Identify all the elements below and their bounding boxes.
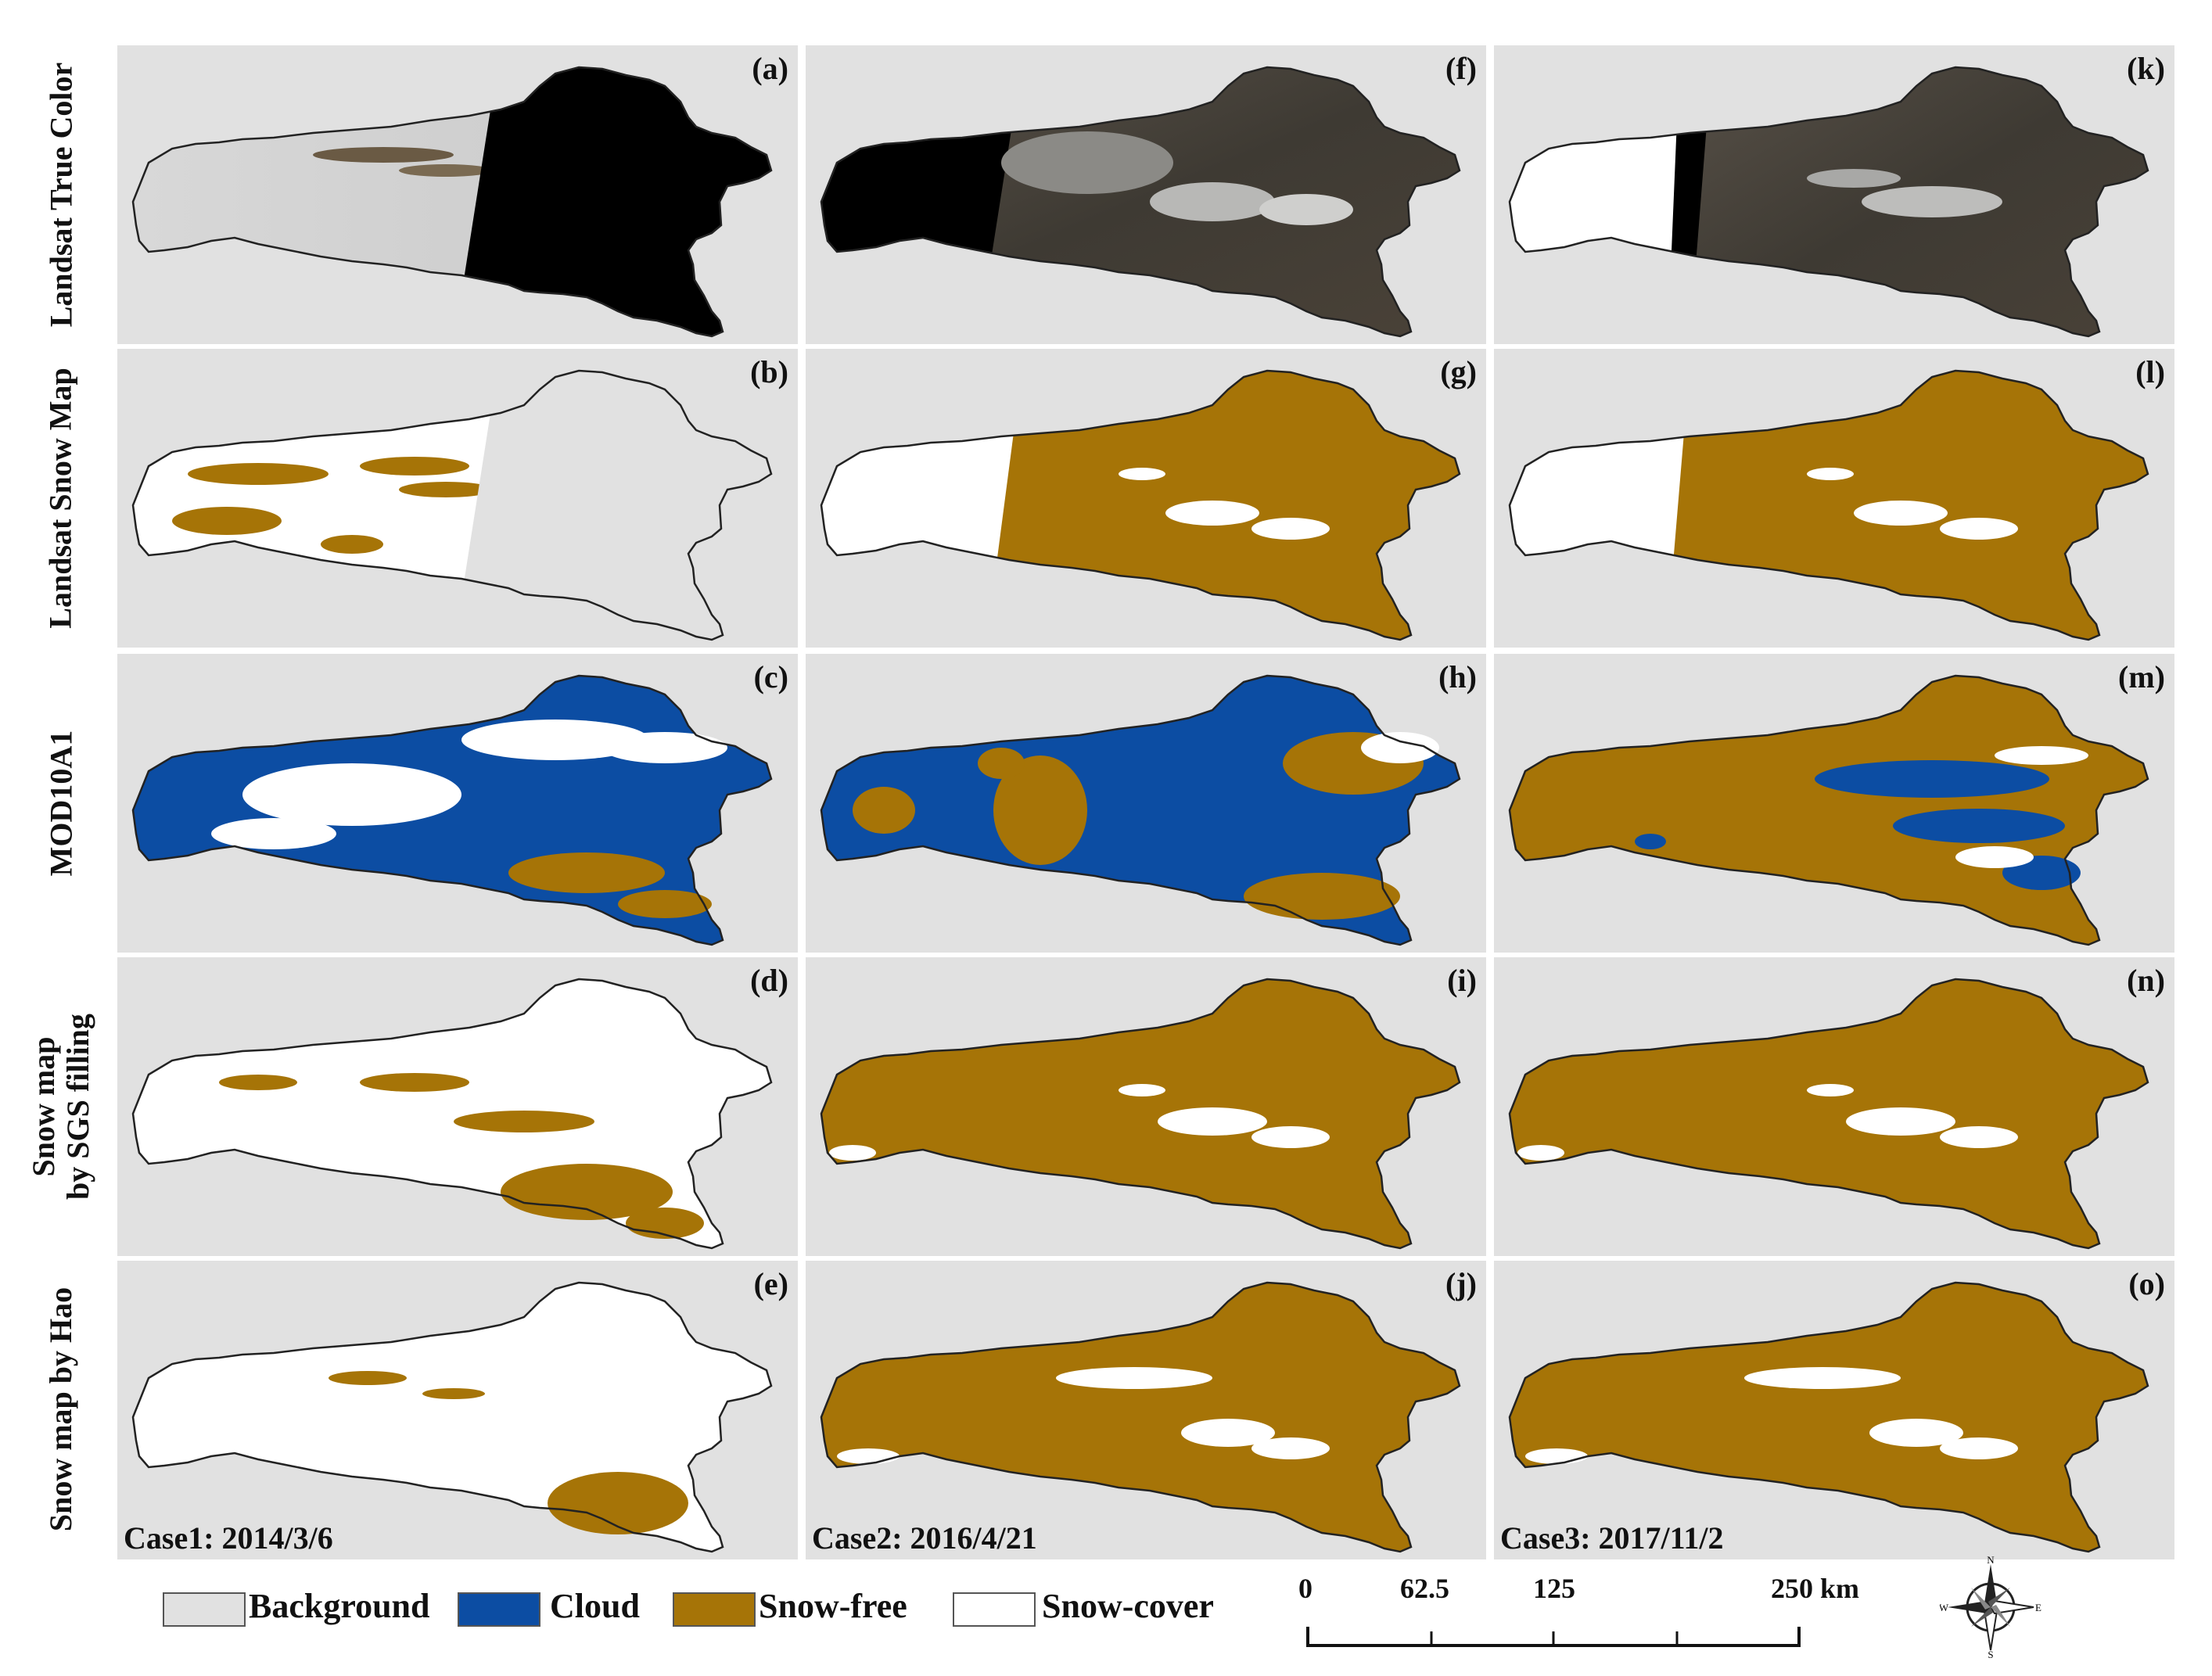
map-panel-n: (n) bbox=[1494, 957, 2174, 1256]
legend-swatch-background bbox=[163, 1592, 246, 1627]
map-panel-d: (d) bbox=[117, 957, 798, 1256]
map-panel-o: (o) Case3: 2017/11/2 bbox=[1494, 1261, 2174, 1559]
row-label-text: Landsat Snow Map bbox=[43, 368, 78, 629]
map-panel-m: (m) bbox=[1494, 654, 2174, 953]
map-panel-svg bbox=[820, 369, 1461, 641]
map-panel-k: (k) bbox=[1494, 45, 2174, 344]
map-panel-svg bbox=[131, 369, 773, 641]
map-panel-j: (j) Case2: 2016/4/21 bbox=[806, 1261, 1486, 1559]
compass-s: S bbox=[1988, 1649, 1993, 1658]
map-panel-b: (b) bbox=[117, 349, 798, 648]
map-panel-svg bbox=[131, 674, 773, 946]
map-panel-c: (c) bbox=[117, 654, 798, 953]
panel-letter: (d) bbox=[750, 963, 788, 998]
legend-swatch-snow-free bbox=[673, 1592, 756, 1627]
panel-letter: (a) bbox=[752, 51, 788, 86]
panel-letter: (m) bbox=[2118, 659, 2165, 694]
legend-swatch-cloud bbox=[458, 1592, 540, 1627]
legend-swatch-snow-cover bbox=[953, 1592, 1036, 1627]
map-panel-svg bbox=[820, 674, 1461, 946]
map-panel-a: (a) bbox=[117, 45, 798, 344]
panel-letter: (h) bbox=[1438, 659, 1477, 694]
map-panel-svg bbox=[820, 1281, 1461, 1553]
panel-letter: (j) bbox=[1445, 1266, 1477, 1301]
map-panel-h: (h) bbox=[806, 654, 1486, 953]
map-panel-e: (e) Case1: 2014/3/6 bbox=[117, 1261, 798, 1559]
row-label-mod10a1: MOD10A1 bbox=[38, 654, 84, 953]
map-panel-l: (l) bbox=[1494, 349, 2174, 648]
panel-letter: (i) bbox=[1447, 963, 1477, 998]
compass-w: W bbox=[1940, 1602, 1949, 1613]
map-panel-g: (g) bbox=[806, 349, 1486, 648]
case-label: Case3: 2017/11/2 bbox=[1500, 1520, 1724, 1556]
row-label-text: Landsat True Color bbox=[43, 62, 78, 328]
scale-tick-label: 0 bbox=[1298, 1573, 1312, 1604]
case-label: Case2: 2016/4/21 bbox=[812, 1520, 1037, 1556]
panel-letter: (f) bbox=[1445, 51, 1477, 86]
map-panel-f: (f) bbox=[806, 45, 1486, 344]
legend-label-background: Background bbox=[249, 1587, 430, 1625]
panel-letter: (o) bbox=[2128, 1266, 2165, 1301]
panel-letter: (l) bbox=[2135, 354, 2165, 389]
map-panel-svg bbox=[820, 66, 1461, 338]
map-panel-svg bbox=[1508, 978, 2149, 1250]
map-panel-svg bbox=[820, 978, 1461, 1250]
panel-letter: (e) bbox=[753, 1266, 788, 1301]
row-label-text: Snow map bbox=[26, 1036, 61, 1177]
row-label-landsat-true-color: Landsat True Color bbox=[38, 45, 84, 344]
map-panel-svg bbox=[131, 66, 773, 338]
scale-bar-line bbox=[1306, 1627, 1801, 1647]
compass-e: E bbox=[2035, 1602, 2041, 1613]
panel-letter: (n) bbox=[2127, 963, 2165, 998]
scale-tick-label: 125 bbox=[1533, 1573, 1575, 1604]
map-panel-svg bbox=[1508, 1281, 2149, 1553]
row-label-landsat-snow-map: Landsat Snow Map bbox=[38, 349, 84, 648]
scale-tick-label: 250 km bbox=[1771, 1573, 1860, 1604]
panel-letter: (g) bbox=[1440, 354, 1477, 389]
row-label-text: by SGS filling bbox=[60, 1014, 95, 1200]
map-panel-svg bbox=[131, 978, 773, 1250]
panel-letter: (b) bbox=[750, 354, 788, 389]
row-label-sgs-filling: Snow map by SGS filling bbox=[26, 957, 95, 1256]
north-arrow-compass-icon: N S E W bbox=[1940, 1556, 2041, 1658]
legend-label-snow-cover: Snow-cover bbox=[1042, 1587, 1214, 1625]
map-panel-svg bbox=[1508, 674, 2149, 946]
row-label-text: MOD10A1 bbox=[43, 730, 79, 877]
case-label: Case1: 2014/3/6 bbox=[124, 1520, 333, 1556]
panel-letter: (c) bbox=[753, 659, 788, 694]
map-panel-svg bbox=[131, 1281, 773, 1553]
compass-n: N bbox=[1987, 1556, 1995, 1566]
legend-label-snow-free: Snow-free bbox=[759, 1587, 907, 1625]
row-label-text: Snow map by Hao bbox=[43, 1287, 78, 1532]
map-panel-svg bbox=[1508, 66, 2149, 338]
legend-label-cloud: Cloud bbox=[550, 1587, 640, 1625]
row-label-hao: Snow map by Hao bbox=[38, 1261, 84, 1558]
map-panel-svg bbox=[1508, 369, 2149, 641]
panel-letter: (k) bbox=[2127, 51, 2165, 86]
map-panel-i: (i) bbox=[806, 957, 1486, 1256]
scale-tick-label: 62.5 bbox=[1400, 1573, 1449, 1604]
